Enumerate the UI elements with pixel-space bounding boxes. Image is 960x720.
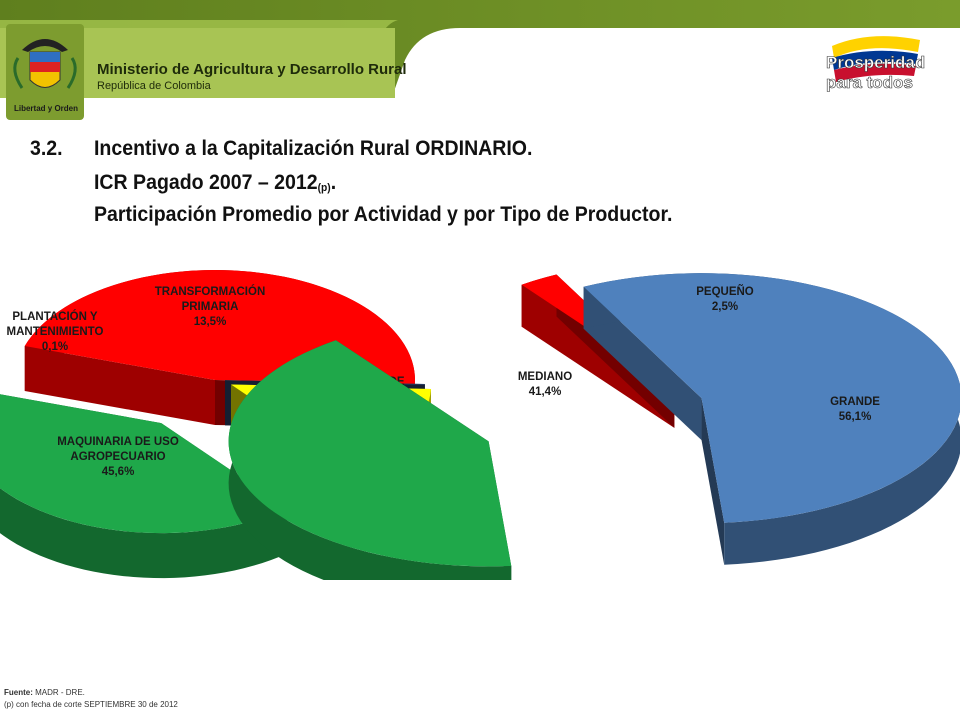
coat-of-arms-icon <box>6 24 84 120</box>
category-label: PRIMARIA <box>182 301 239 313</box>
title-line-2: ICR Pagado 2007 – 2012(p). <box>94 171 336 195</box>
category-label: PLANTACIÓN Y <box>12 310 98 323</box>
country-name: República de Colombia <box>97 80 212 92</box>
value-label-pequeno: 2,5% <box>712 301 738 313</box>
value-label-maquinaria-de-uso-agropecuario: 45,6% <box>102 466 135 478</box>
slice-wall <box>701 398 725 565</box>
category-label: MEDIANO <box>518 371 572 383</box>
value-label-transformacion-primaria: 13,5% <box>194 316 227 328</box>
source-note: Fuente: MADR - DRE. <box>4 688 85 697</box>
brand-line-2: para todos <box>826 73 913 92</box>
title-line-2-main: ICR Pagado 2007 – 2012 <box>94 171 318 194</box>
source-text: MADR - DRE. <box>32 688 85 697</box>
category-label: GRANDE <box>830 396 880 408</box>
brand-line-1: Prosperidad <box>826 53 925 72</box>
value-label-plantacion-y-mantenimiento: 0,1% <box>42 341 68 353</box>
pie-chart-2: MEDIANO 41,4% PEQUEÑO 2,5% GRANDE 56,1% <box>228 273 960 580</box>
slice-mediano <box>228 340 512 580</box>
category-label: TRANSFORMACIÓN <box>155 285 266 298</box>
slice-top <box>228 340 512 567</box>
motto-text: Libertad y Orden <box>14 104 78 113</box>
pie-charts: MAQUINARIA DE USO AGROPECUARIO 45,6% PLANTA… <box>0 269 960 580</box>
slice-top <box>583 273 960 523</box>
category-label: MAQUINARIA DE USO <box>57 436 179 448</box>
title-line-3: Participación Promedio por Actividad y p… <box>94 203 673 226</box>
ministry-name: Ministerio de Agricultura y Desarrollo R… <box>97 61 407 78</box>
category-label: MANTENIMIENTO <box>7 326 104 338</box>
slice-outer-wall <box>0 488 288 579</box>
source-label: Fuente: <box>4 688 33 697</box>
slice-grande <box>583 273 960 565</box>
cutoff-note: (p) con fecha de corte SEPTIEMBRE 30 de … <box>4 700 178 709</box>
value-label-grande: 56,1% <box>839 411 872 423</box>
title-line-2-end: . <box>330 171 337 194</box>
title-line-2-sub: (p) <box>317 182 331 194</box>
slice-wall <box>24 346 215 425</box>
prosperidad-logo-icon <box>832 36 920 82</box>
header-banner: Libertad y Orden Ministerio de Agricultu… <box>0 0 960 120</box>
slice-wall <box>583 286 702 441</box>
category-label: PEQUEÑO <box>696 285 754 298</box>
title-number: 3.2. <box>30 137 63 160</box>
slice-wall <box>521 284 675 428</box>
value-label-mediano: 41,4% <box>529 386 562 398</box>
category-label: AGROPECUARIO <box>70 451 165 463</box>
title-line-1: Incentivo a la Capitalización Rural ORDI… <box>94 137 533 160</box>
slice-top <box>0 394 288 534</box>
